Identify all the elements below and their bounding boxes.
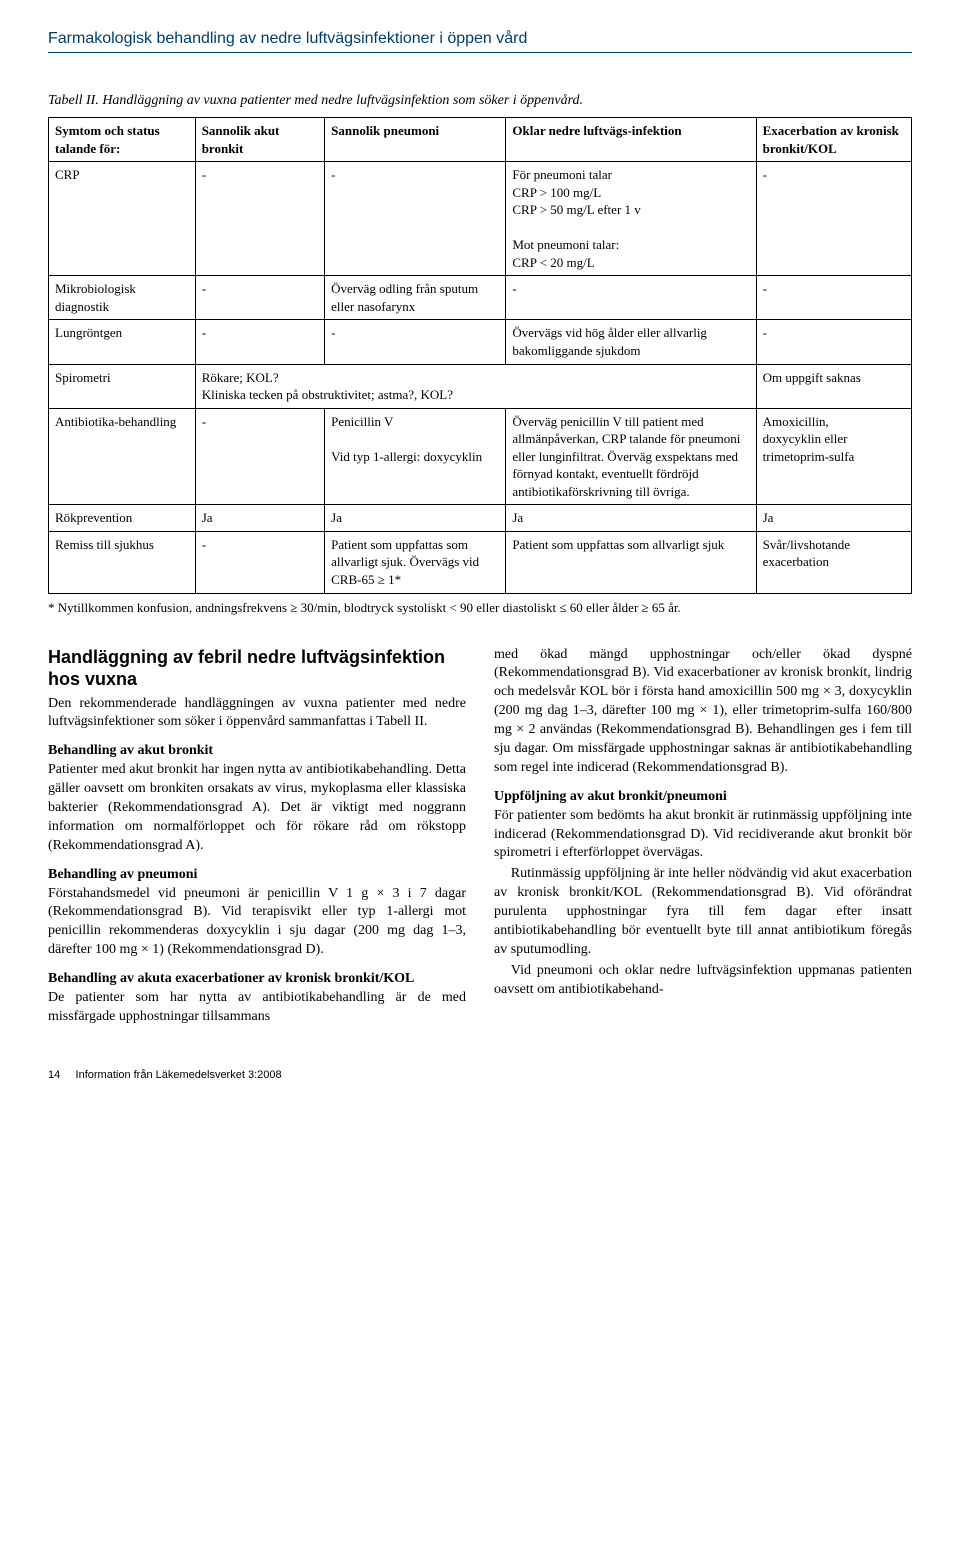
right-p4: Vid pneumoni och oklar nedre luftvägsinf… — [494, 962, 912, 1000]
table-row: CRP--För pneumoni talar CRP > 100 mg/L C… — [49, 162, 912, 276]
main-table: Symtom och status talande för: Sannolik … — [48, 117, 912, 594]
title-rule — [48, 52, 912, 53]
row-label: Rökprevention — [49, 505, 196, 532]
row-label: Spirometri — [49, 364, 196, 408]
th-3: Oklar nedre luftvägs-infektion — [506, 118, 756, 162]
row-cell: - — [195, 162, 324, 276]
row-cell: Patient som uppfattas som allvarligt sju… — [325, 531, 506, 593]
th-0: Symtom och status talande för: — [49, 118, 196, 162]
doc-title: Farmakologisk behandling av nedre luftvä… — [48, 30, 912, 48]
left-sub1: Behandling av akut bronkit — [48, 742, 466, 761]
table-row: Mikrobiologisk diagnostik-Överväg odling… — [49, 276, 912, 320]
text-columns: Handläggning av febril nedre luftvägsinf… — [48, 646, 912, 1029]
right-p1: med ökad mängd upphostningar och/eller ö… — [494, 646, 912, 778]
row-cell: Patient som uppfattas som allvarligt sju… — [506, 531, 756, 593]
row-label: Antibiotika-behandling — [49, 408, 196, 505]
table-footnote: * Nytillkommen konfusion, andningsfrekve… — [48, 600, 912, 616]
row-cell: Ja — [195, 505, 324, 532]
section-heading: Handläggning av febril nedre luftvägsinf… — [48, 646, 466, 691]
row-cell: - — [506, 276, 756, 320]
row-cell: Om uppgift saknas — [756, 364, 911, 408]
row-cell: Övervägs vid hög ålder eller allvarlig b… — [506, 320, 756, 364]
row-cell: Överväg penicillin V till patient med al… — [506, 408, 756, 505]
row-cell: För pneumoni talar CRP > 100 mg/L CRP > … — [506, 162, 756, 276]
footer-label: Information från Läkemedelsverket 3:2008 — [76, 1069, 282, 1081]
left-column: Handläggning av febril nedre luftvägsinf… — [48, 646, 466, 1029]
right-column: med ökad mängd upphostningar och/eller ö… — [494, 646, 912, 1029]
row-cell: Penicillin V Vid typ 1-allergi: doxycykl… — [325, 408, 506, 505]
table-row: Lungröntgen--Övervägs vid hög ålder elle… — [49, 320, 912, 364]
th-1: Sannolik akut bronkit — [195, 118, 324, 162]
table-row: Remiss till sjukhus-Patient som uppfatta… — [49, 531, 912, 593]
row-cell: Överväg odling från sputum eller nasofar… — [325, 276, 506, 320]
footer: 14 Information från Läkemedelsverket 3:2… — [48, 1069, 912, 1081]
right-p3: Rutinmässig uppföljning är inte heller n… — [494, 865, 912, 959]
row-cell: - — [756, 162, 911, 276]
left-p3: Förstahandsmedel vid pneumoni är penicil… — [48, 885, 466, 961]
row-cell: Amoxicillin, doxycyklin eller trimetopri… — [756, 408, 911, 505]
row-cell: Ja — [756, 505, 911, 532]
left-sub3: Behandling av akuta exacerbationer av kr… — [48, 970, 466, 989]
page: Farmakologisk behandling av nedre luftvä… — [0, 0, 960, 1121]
left-p1: Den rekommenderade handläggningen av vux… — [48, 695, 466, 733]
row-cell: - — [325, 162, 506, 276]
row-cell: Svår/livshotande exacerbation — [756, 531, 911, 593]
th-4: Exacerbation av kronisk bronkit/KOL — [756, 118, 911, 162]
row-cell: - — [195, 531, 324, 593]
page-number: 14 — [48, 1069, 60, 1081]
table-caption: Tabell II. Handläggning av vuxna patient… — [48, 93, 912, 109]
right-sub1: Uppföljning av akut bronkit/pneumoni — [494, 788, 912, 807]
table-header-row: Symtom och status talande för: Sannolik … — [49, 118, 912, 162]
row-label: Remiss till sjukhus — [49, 531, 196, 593]
left-p4: De patienter som har nytta av antibiotik… — [48, 989, 466, 1027]
row-cell: - — [195, 276, 324, 320]
row-label: Mikrobiologisk diagnostik — [49, 276, 196, 320]
row-label: Lungröntgen — [49, 320, 196, 364]
row-cell: - — [325, 320, 506, 364]
table-body: CRP--För pneumoni talar CRP > 100 mg/L C… — [49, 162, 912, 593]
row-cell: Ja — [325, 505, 506, 532]
row-cell: Ja — [506, 505, 756, 532]
row-label: CRP — [49, 162, 196, 276]
row-cell: - — [195, 320, 324, 364]
row-cell: - — [195, 408, 324, 505]
row-cell: - — [756, 320, 911, 364]
table-row: RökpreventionJaJaJaJa — [49, 505, 912, 532]
table-row: SpirometriRökare; KOL? Kliniska tecken p… — [49, 364, 912, 408]
table-row: Antibiotika-behandling-Penicillin V Vid … — [49, 408, 912, 505]
right-p2: För patienter som bedömts ha akut bronki… — [494, 807, 912, 864]
left-sub2: Behandling av pneumoni — [48, 866, 466, 885]
row-cell: - — [756, 276, 911, 320]
th-2: Sannolik pneumoni — [325, 118, 506, 162]
row-span-cell: Rökare; KOL? Kliniska tecken på obstrukt… — [195, 364, 756, 408]
left-p2: Patienter med akut bronkit har ingen nyt… — [48, 761, 466, 855]
